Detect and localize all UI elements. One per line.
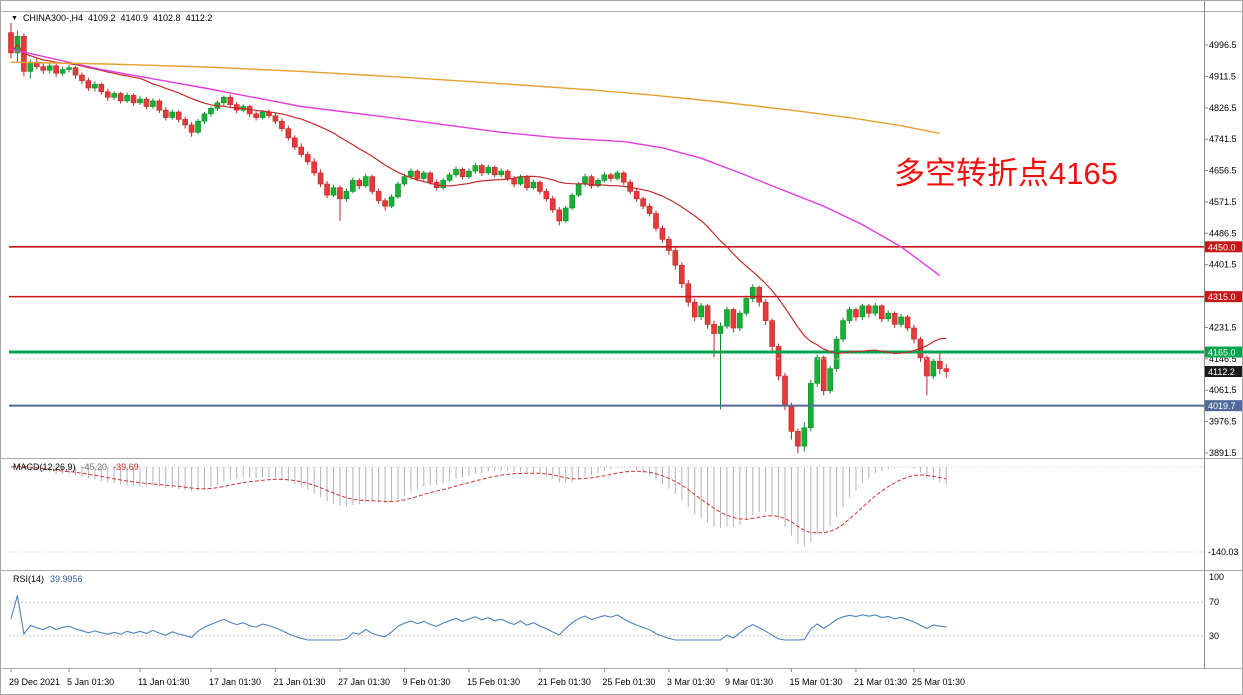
svg-text:4146.5: 4146.5 (1209, 354, 1237, 364)
candlestick-series (8, 23, 950, 454)
svg-text:5 Jan 01:30: 5 Jan 01:30 (67, 677, 114, 687)
svg-text:100: 100 (1209, 572, 1224, 582)
svg-text:11 Jan 01:30: 11 Jan 01:30 (138, 677, 189, 687)
macd-name: MACD(12,26,9) (13, 462, 76, 472)
macd-indicator-label: MACD(12,26,9) -45.20 -39.69 (13, 462, 139, 472)
rsi-line (10, 595, 947, 641)
svg-text:4450.0: 4450.0 (1208, 242, 1236, 252)
pane-separators (1, 1, 1242, 669)
horizontal-level-lines (9, 245, 1204, 407)
symbol-title: CHINA300-,H4 (22, 13, 83, 23)
svg-text:3891.5: 3891.5 (1209, 448, 1237, 458)
svg-text:4486.5: 4486.5 (1209, 228, 1237, 238)
macd-histogram (16, 464, 947, 547)
svg-text:4315.0: 4315.0 (1208, 292, 1236, 302)
price-tag-4019.7[interactable] (1205, 400, 1243, 412)
svg-text:17 Jan 01:30: 17 Jan 01:30 (209, 677, 261, 687)
ma-fast-line (10, 43, 947, 355)
svg-text:4996.5: 4996.5 (1209, 40, 1237, 50)
svg-text:4741.5: 4741.5 (1209, 134, 1237, 144)
macd-value: -45.20 (81, 462, 108, 472)
svg-text:4112.2: 4112.2 (1208, 367, 1235, 377)
svg-text:4911.5: 4911.5 (1209, 71, 1236, 81)
price-tag-4112.2[interactable] (1205, 366, 1243, 378)
moving-averages (10, 43, 947, 355)
symbol-info-bar: ▼ CHINA300-,H4 4109.2 4140.9 4102.8 4112… (11, 13, 212, 23)
ma-slow-ma (10, 61, 940, 135)
svg-text:-140.03: -140.03 (1208, 547, 1239, 557)
svg-text:4826.5: 4826.5 (1209, 103, 1237, 113)
svg-text:21 Jan 01:30: 21 Jan 01:30 (273, 677, 325, 687)
svg-text:4571.5: 4571.5 (1209, 197, 1237, 207)
ohlc-high: 4140.9 (120, 13, 149, 23)
svg-text:4061.5: 4061.5 (1209, 385, 1237, 395)
macd-signal-line (10, 466, 947, 534)
price-tag-4315.0[interactable] (1205, 291, 1243, 303)
macd-pane (9, 466, 1204, 553)
svg-text:30: 30 (1209, 631, 1219, 641)
svg-text:70: 70 (1209, 597, 1219, 607)
rsi-indicator-label: RSI(14) 39.9956 (13, 574, 83, 584)
ma-mid-ma (10, 48, 941, 277)
price-tag-4165.0[interactable] (1205, 346, 1243, 358)
price-tag-4450.0[interactable] (1205, 241, 1243, 253)
svg-text:9 Feb 01:30: 9 Feb 01:30 (402, 677, 450, 687)
svg-text:4656.5: 4656.5 (1209, 166, 1237, 176)
symbol-dropdown-icon[interactable]: ▼ (11, 14, 18, 22)
date-axis: 29 Dec 2021 5 Jan 01:30 11 Jan 01:30 17 Jan… (9, 668, 965, 687)
svg-text:25 Feb 01:30: 25 Feb 01:30 (602, 677, 655, 687)
macd-signal-value: -39.69 (113, 462, 139, 472)
svg-text:4401.5: 4401.5 (1209, 260, 1237, 270)
svg-text:29 Dec 2021: 29 Dec 2021 (9, 677, 60, 687)
annotation-text[interactable]: 多空转折点4165 (894, 156, 1118, 191)
rsi-value: 39.9956 (50, 574, 83, 584)
svg-text:3976.5: 3976.5 (1209, 417, 1237, 427)
svg-text:4231.5: 4231.5 (1209, 322, 1237, 332)
ohlc-open: 4109.2 (87, 13, 116, 23)
ohlc-low: 4102.8 (153, 13, 181, 23)
rsi-name: RSI(14) (13, 574, 45, 584)
svg-text:15 Feb 01:30: 15 Feb 01:30 (467, 677, 520, 687)
svg-text:25 Mar 01:30: 25 Mar 01:30 (912, 677, 965, 687)
svg-text:3 Mar 01:30: 3 Mar 01:30 (667, 677, 715, 687)
price-axis: 4996.5 4911.5 4826.5 4741.5 4656.5 4571.5 4486… (1204, 40, 1243, 641)
svg-text:21 Feb 01:30: 21 Feb 01:30 (538, 677, 591, 687)
rsi-pane (9, 601, 1204, 637)
svg-text:21 Mar 01:30: 21 Mar 01:30 (854, 677, 907, 687)
svg-text:15 Mar 01:30: 15 Mar 01:30 (789, 677, 842, 687)
svg-text:9 Mar 01:30: 9 Mar 01:30 (725, 677, 773, 687)
svg-text:4165.0: 4165.0 (1208, 348, 1236, 358)
svg-text:4019.7: 4019.7 (1208, 401, 1236, 411)
svg-text:27 Jan 01:30: 27 Jan 01:30 (338, 677, 390, 687)
ohlc-close: 4112.2 (185, 13, 213, 23)
